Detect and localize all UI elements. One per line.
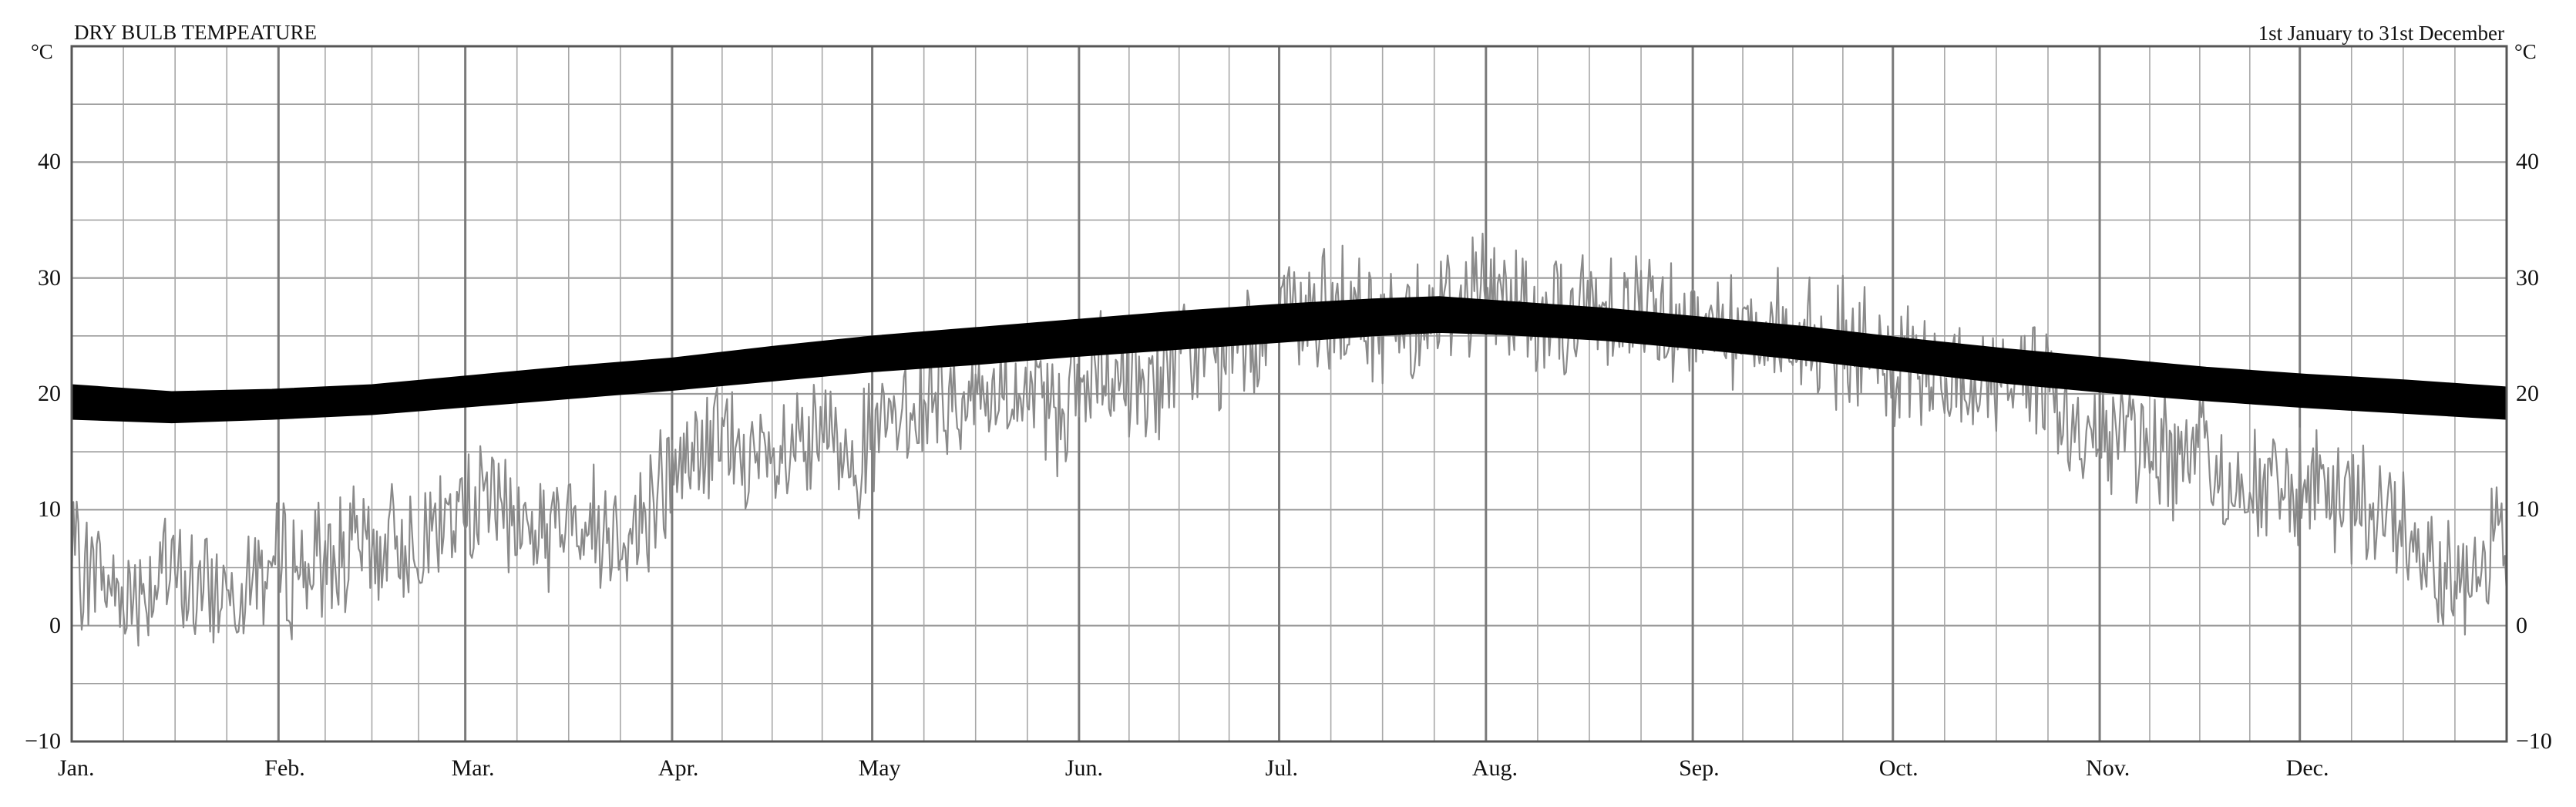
- y-unit-right: °C: [2514, 40, 2537, 63]
- x-tick-label-month: May: [858, 755, 901, 781]
- y-tick-label-right: 20: [2516, 381, 2539, 406]
- x-tick-label-month: Oct.: [1878, 755, 1919, 781]
- y-tick-label-right: −10: [2516, 728, 2552, 754]
- x-tick-label-month: Dec.: [2285, 755, 2329, 781]
- y-tick-label-right: 0: [2516, 612, 2527, 638]
- x-tick-label-month: Jul.: [1265, 755, 1299, 781]
- x-tick-label-month: Feb.: [264, 755, 305, 781]
- temperature-series: [70, 232, 2508, 647]
- x-tick-label-month: Apr.: [657, 755, 699, 781]
- x-tick-label-month: Sep.: [1679, 755, 1720, 781]
- y-tick-label-left: 40: [38, 149, 61, 175]
- y-tick-label-right: 10: [2516, 496, 2539, 523]
- y-tick-label-left: −10: [25, 728, 61, 754]
- y-tick-label-left: 30: [38, 264, 61, 291]
- temperature-line: [70, 232, 2508, 647]
- chart-title: DRY BULB TEMPEATURE: [74, 21, 318, 44]
- chart-subtitle: 1st January to 31st December: [2258, 22, 2504, 45]
- y-tick-label-left: 10: [38, 496, 61, 523]
- x-tick-label-month: Aug.: [1471, 755, 1518, 781]
- x-tick-label-month: Jan.: [58, 755, 95, 781]
- y-unit-left: °C: [31, 40, 53, 63]
- x-tick-label-month: Nov.: [2086, 755, 2130, 781]
- y-tick-label-left: 0: [49, 612, 61, 638]
- x-tick-label-month: Mar.: [451, 755, 495, 781]
- x-tick-label-month: Jun.: [1064, 755, 1104, 781]
- plot-border: [70, 45, 2508, 743]
- y-tick-label-left: 20: [38, 381, 61, 406]
- y-tick-label-right: 30: [2516, 264, 2539, 291]
- y-tick-label-right: 40: [2516, 149, 2539, 175]
- plot-frame: [70, 45, 2508, 743]
